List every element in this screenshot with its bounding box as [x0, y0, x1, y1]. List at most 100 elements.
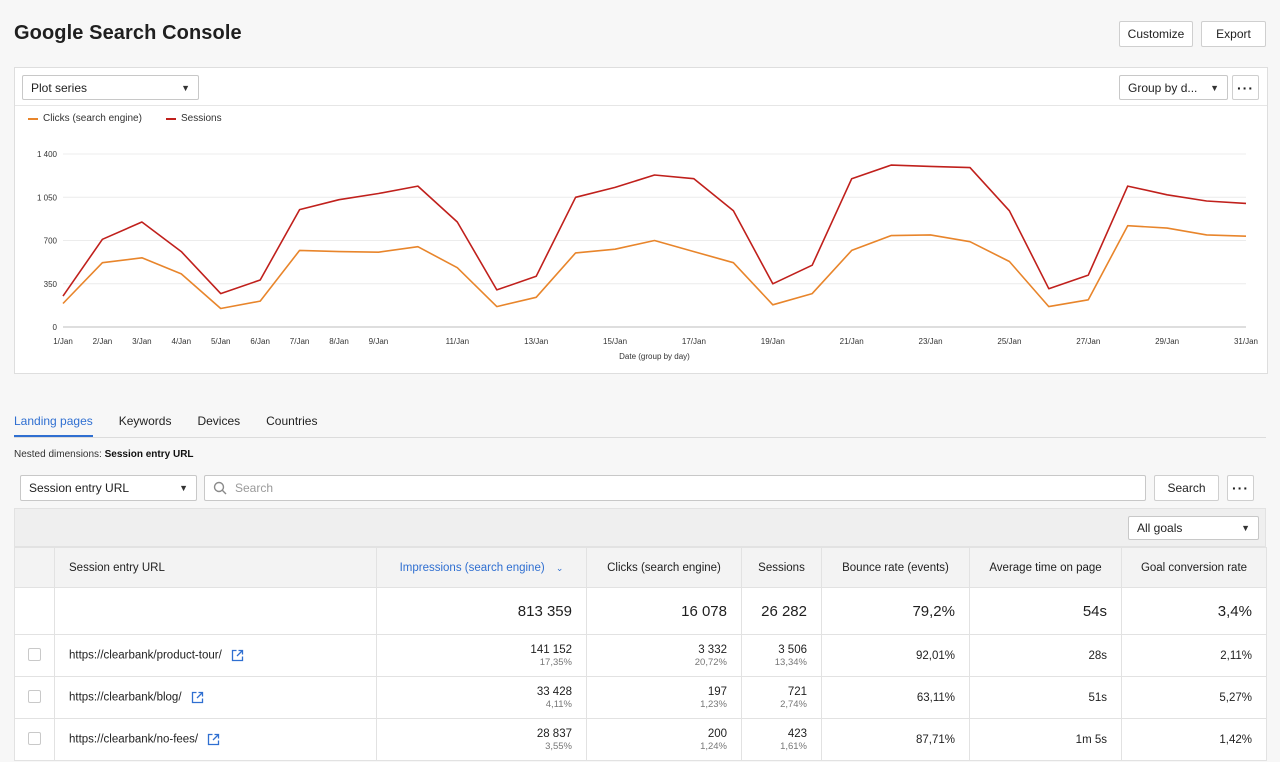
- chart-more-button[interactable]: ···: [1232, 75, 1259, 100]
- avg-time-cell: 28s: [969, 634, 1122, 677]
- impressions-value: 33 428: [536, 685, 572, 698]
- header-goal-conversion[interactable]: Goal conversion rate: [1121, 547, 1267, 588]
- sessions-value: 721: [787, 685, 807, 698]
- total-sessions: 26 282: [741, 587, 822, 635]
- x-tick-label: 17/Jan: [682, 337, 706, 346]
- impressions-value: 141 152: [530, 643, 572, 656]
- tab-keywords[interactable]: Keywords: [118, 414, 172, 428]
- table-row: https://clearbank/no-fees/ 28 837 3,55% 2…: [14, 718, 1267, 761]
- dimension-select[interactable]: Session entry URL ▼: [20, 475, 197, 501]
- legend-label: Sessions: [181, 113, 222, 124]
- sessions-pct: 1,61%: [780, 740, 807, 752]
- impressions-cell: 33 428 4,11%: [376, 676, 587, 719]
- plot-series-select[interactable]: Plot series ▼: [22, 75, 199, 100]
- header-session-entry-url[interactable]: Session entry URL: [54, 547, 377, 588]
- chart-panel-divider: [15, 105, 1267, 106]
- sessions-pct: 2,74%: [780, 698, 807, 710]
- export-button[interactable]: Export: [1201, 21, 1266, 47]
- sessions-cell: 423 1,61%: [741, 718, 822, 761]
- chart-panel: [14, 67, 1268, 374]
- goals-label: All goals: [1137, 521, 1183, 535]
- legend-item-clicks[interactable]: Clicks (search engine): [28, 113, 142, 124]
- chevron-down-icon: ▼: [181, 82, 190, 93]
- report-tabs: Landing pages Keywords Devices Countries: [14, 414, 343, 437]
- totals-checkbox-cell: [14, 587, 55, 635]
- x-tick-label: 9/Jan: [369, 337, 389, 346]
- tab-landing-pages[interactable]: Landing pages: [14, 414, 93, 437]
- legend-item-sessions[interactable]: Sessions: [166, 113, 222, 124]
- y-tick-label: 1 400: [37, 150, 58, 159]
- clicks-value: 3 332: [698, 643, 727, 656]
- search-button[interactable]: Search: [1154, 475, 1219, 501]
- x-tick-label: 4/Jan: [172, 337, 192, 346]
- tab-devices[interactable]: Devices: [197, 414, 241, 428]
- x-tick-label: 8/Jan: [329, 337, 349, 346]
- impressions-cell: 28 837 3,55%: [376, 718, 587, 761]
- customize-button[interactable]: Customize: [1119, 21, 1193, 47]
- sort-desc-icon: ⌄: [555, 562, 564, 573]
- search-box: [204, 475, 1146, 501]
- bounce-rate-cell: 63,11%: [821, 676, 970, 719]
- row-url[interactable]: https://clearbank/no-fees/: [69, 733, 199, 746]
- x-tick-label: 15/Jan: [603, 337, 627, 346]
- row-checkbox[interactable]: [28, 647, 41, 661]
- chevron-down-icon: ▼: [1241, 523, 1250, 533]
- header-bounce-rate[interactable]: Bounce rate (events): [821, 547, 970, 588]
- external-link-icon[interactable]: [207, 733, 220, 746]
- x-tick-label: 31/Jan: [1234, 337, 1258, 346]
- avg-time-cell: 1m 5s: [969, 718, 1122, 761]
- tab-countries[interactable]: Countries: [266, 414, 318, 428]
- clicks-pct: 1,24%: [700, 740, 727, 752]
- totals-row: 813 359 16 078 26 282 79,2% 54s 3,4%: [14, 587, 1267, 635]
- total-avg-time: 54s: [969, 587, 1122, 635]
- x-tick-label: 5/Jan: [211, 337, 231, 346]
- table-toolbar: [14, 508, 1266, 547]
- x-tick-label: 6/Jan: [250, 337, 270, 346]
- header-avg-time[interactable]: Average time on page: [969, 547, 1122, 588]
- group-by-select[interactable]: Group by d... ▼: [1119, 75, 1228, 100]
- legend-swatch: [28, 117, 38, 120]
- header-clicks[interactable]: Clicks (search engine): [586, 547, 742, 588]
- x-tick-label: 29/Jan: [1155, 337, 1179, 346]
- legend-swatch: [166, 117, 176, 120]
- url-cell: https://clearbank/no-fees/: [54, 718, 377, 761]
- impressions-pct: 4,11%: [545, 698, 572, 710]
- header-sessions[interactable]: Sessions: [741, 547, 822, 588]
- row-checkbox[interactable]: [28, 689, 41, 703]
- nested-value[interactable]: Session entry URL: [104, 449, 194, 460]
- goals-select[interactable]: All goals ▼: [1128, 516, 1259, 540]
- row-checkbox[interactable]: [28, 731, 41, 745]
- bounce-rate-cell: 87,71%: [821, 718, 970, 761]
- goal-conversion-cell: 2,11%: [1121, 634, 1267, 677]
- total-goal-conversion: 3,4%: [1121, 587, 1267, 635]
- x-tick-label: 27/Jan: [1076, 337, 1100, 346]
- goal-conversion-cell: 1,42%: [1121, 718, 1267, 761]
- clicks-cell: 197 1,23%: [586, 676, 742, 719]
- group-by-label: Group by d...: [1128, 80, 1198, 95]
- x-tick-label: 7/Jan: [290, 337, 310, 346]
- impressions-pct: 17,35%: [539, 656, 572, 668]
- row-checkbox-cell: [14, 634, 55, 677]
- search-input[interactable]: [233, 480, 1117, 496]
- sessions-value: 3 506: [778, 643, 807, 656]
- row-url[interactable]: https://clearbank/product-tour/: [69, 649, 222, 662]
- y-tick-label: 700: [44, 237, 58, 246]
- total-bounce-rate: 79,2%: [821, 587, 970, 635]
- more-icon: ···: [1232, 480, 1249, 496]
- totals-label-cell: [54, 587, 377, 635]
- search-icon: [213, 481, 227, 495]
- avg-time-cell: 51s: [969, 676, 1122, 719]
- row-url[interactable]: https://clearbank/blog/: [69, 691, 182, 704]
- header-impressions[interactable]: Impressions (search engine) ⌄: [376, 547, 587, 588]
- external-link-icon[interactable]: [231, 649, 244, 662]
- x-tick-label: 23/Jan: [919, 337, 943, 346]
- clicks-value: 200: [707, 727, 727, 740]
- x-tick-label: 2/Jan: [93, 337, 113, 346]
- x-tick-label: 21/Jan: [840, 337, 864, 346]
- clicks-cell: 200 1,24%: [586, 718, 742, 761]
- x-tick-label: 3/Jan: [132, 337, 152, 346]
- clicks-value: 197: [707, 685, 727, 698]
- external-link-icon[interactable]: [191, 691, 204, 704]
- table-row: https://clearbank/product-tour/ 141 152 1…: [14, 634, 1267, 677]
- table-more-button[interactable]: ···: [1227, 475, 1254, 501]
